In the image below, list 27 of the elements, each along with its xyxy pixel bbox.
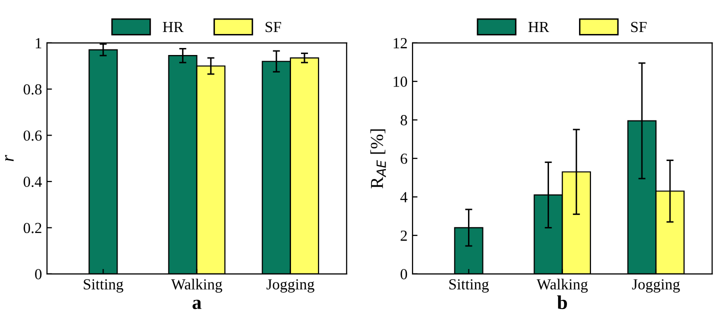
x-tick-label: Walking: [171, 278, 222, 293]
x-axis-title: a: [192, 300, 202, 310]
legend-label: SF: [631, 22, 647, 32]
x-axis-title: b: [557, 295, 567, 310]
y-axis-title: R$_{AE}$ [%]: [370, 129, 386, 188]
x-tick-label: Sitting: [84, 279, 124, 293]
y-tick-label: 12: [394, 38, 407, 48]
y-tick-label: 4: [400, 192, 408, 202]
y-tick-label: 2: [400, 230, 407, 241]
legend-label: SF: [266, 22, 282, 32]
y-tick-label: 0: [400, 269, 408, 280]
y-tick-label: 10: [394, 76, 408, 87]
y-tick-label: 6: [400, 154, 408, 164]
x-tick-label: Walking: [536, 278, 588, 293]
y-tick-label: 0: [35, 269, 42, 280]
y-tick-label: 0.4: [24, 176, 42, 188]
legend-label: HR: [528, 22, 550, 32]
y-tick-label: 8: [400, 115, 408, 126]
legend-label: HR: [162, 22, 184, 32]
x-tick-label: Jogging: [266, 279, 314, 293]
y-axis-title: r: [5, 154, 14, 162]
x-tick-label: Jogging: [632, 279, 680, 293]
x-tick-label: Sitting: [449, 279, 489, 293]
y-tick-label: 0.6: [24, 130, 42, 141]
y-tick-label: 1: [36, 38, 42, 48]
y-tick-label: 0.8: [24, 84, 42, 95]
y-tick-label: 0.2: [24, 222, 42, 234]
